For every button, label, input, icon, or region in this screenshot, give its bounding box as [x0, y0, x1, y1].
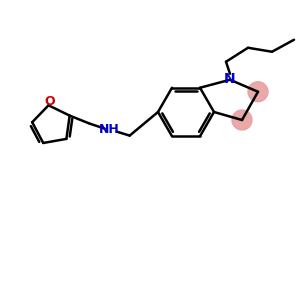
- Circle shape: [248, 82, 268, 102]
- Text: O: O: [44, 95, 55, 108]
- Text: NH: NH: [99, 123, 120, 136]
- Text: N: N: [224, 72, 236, 86]
- Circle shape: [232, 110, 252, 130]
